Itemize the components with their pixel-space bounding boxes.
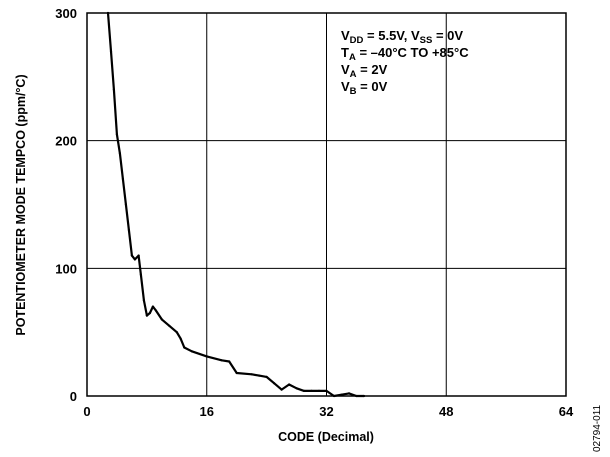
data-point <box>168 324 171 327</box>
data-point <box>127 228 130 232</box>
data-point <box>310 389 313 392</box>
annotation-text: V <box>341 28 350 43</box>
data-point <box>280 388 283 391</box>
data-point <box>302 389 306 392</box>
annotation-subscript: B <box>350 86 357 97</box>
data-point <box>325 389 328 392</box>
data-point <box>190 350 193 353</box>
x-tick-label: 48 <box>439 404 453 419</box>
x-tick-label: 64 <box>559 404 574 419</box>
x-tick-labels: 0 16 32 48 64 <box>83 404 574 419</box>
data-point <box>142 299 145 302</box>
y-tick-label: 200 <box>55 134 77 149</box>
annotation-text: = 5.5V, V <box>363 28 420 43</box>
annotation-subscript: SS <box>420 35 433 46</box>
data-point <box>151 305 154 308</box>
data-points <box>106 11 365 398</box>
annotation-subscript: A <box>350 69 357 80</box>
annotation-text: = 0V <box>432 28 463 43</box>
data-point <box>124 203 127 206</box>
grid-lines <box>87 13 566 396</box>
data-point <box>106 11 110 15</box>
data-point <box>183 346 186 349</box>
data-point <box>148 311 151 315</box>
data-point <box>250 373 253 376</box>
data-point <box>362 394 365 398</box>
data-point <box>121 177 124 181</box>
plot-frame <box>86 12 567 397</box>
data-point <box>355 394 358 398</box>
data-point <box>265 375 268 378</box>
data-point <box>205 355 208 358</box>
data-point <box>137 254 140 257</box>
y-tick-label: 300 <box>55 6 77 21</box>
data-point <box>347 392 351 395</box>
y-axis-title: POTENTIOMETER MODE TEMPCO (ppm/°C) <box>14 74 28 335</box>
tempco-series-line <box>106 11 365 398</box>
x-tick-label: 16 <box>200 404 214 419</box>
data-point <box>139 273 142 276</box>
annotation-text: V <box>341 62 350 77</box>
data-point <box>115 133 118 136</box>
y-tick-labels: 0 100 200 300 <box>55 6 77 404</box>
data-point <box>332 394 336 398</box>
data-point <box>340 393 343 396</box>
annotation-line: VDD = 5.5V, VSS = 0V <box>341 28 463 46</box>
data-point <box>145 314 148 317</box>
data-point <box>112 88 115 91</box>
data-point <box>118 152 121 155</box>
data-point <box>288 383 291 386</box>
y-tick-label: 0 <box>70 389 77 404</box>
data-point <box>133 258 136 261</box>
x-tick-label: 0 <box>83 404 90 419</box>
data-point <box>228 360 231 363</box>
annotation-text: = 0V <box>357 79 388 94</box>
data-point <box>175 331 178 334</box>
data-point <box>109 50 113 53</box>
y-tick-label: 100 <box>55 261 77 276</box>
x-tick-label: 32 <box>319 404 333 419</box>
data-point <box>235 371 238 375</box>
data-point <box>295 387 298 390</box>
data-point <box>317 389 321 392</box>
figure-id: 02794-011 <box>592 404 603 452</box>
annotation-line: TA = –40°C TO +85°C <box>341 45 469 63</box>
data-point <box>220 359 223 362</box>
annotation-line: VA = 2V <box>341 62 388 80</box>
data-point <box>154 309 157 312</box>
data-point <box>179 337 182 340</box>
annotation-text: V <box>341 79 350 94</box>
annotation-line: VB = 0V <box>341 79 388 97</box>
data-point <box>258 374 261 377</box>
data-point <box>160 318 163 321</box>
x-axis-title: CODE (Decimal) <box>278 430 374 444</box>
data-point <box>273 382 276 385</box>
annotation-text: = 2V <box>357 62 388 77</box>
annotation-subscript: DD <box>350 35 364 46</box>
data-point <box>130 254 133 257</box>
annotation-subscript: A <box>349 52 356 63</box>
annotation-text: = –40°C TO +85°C <box>356 45 469 60</box>
annotation-text: T <box>341 45 349 60</box>
